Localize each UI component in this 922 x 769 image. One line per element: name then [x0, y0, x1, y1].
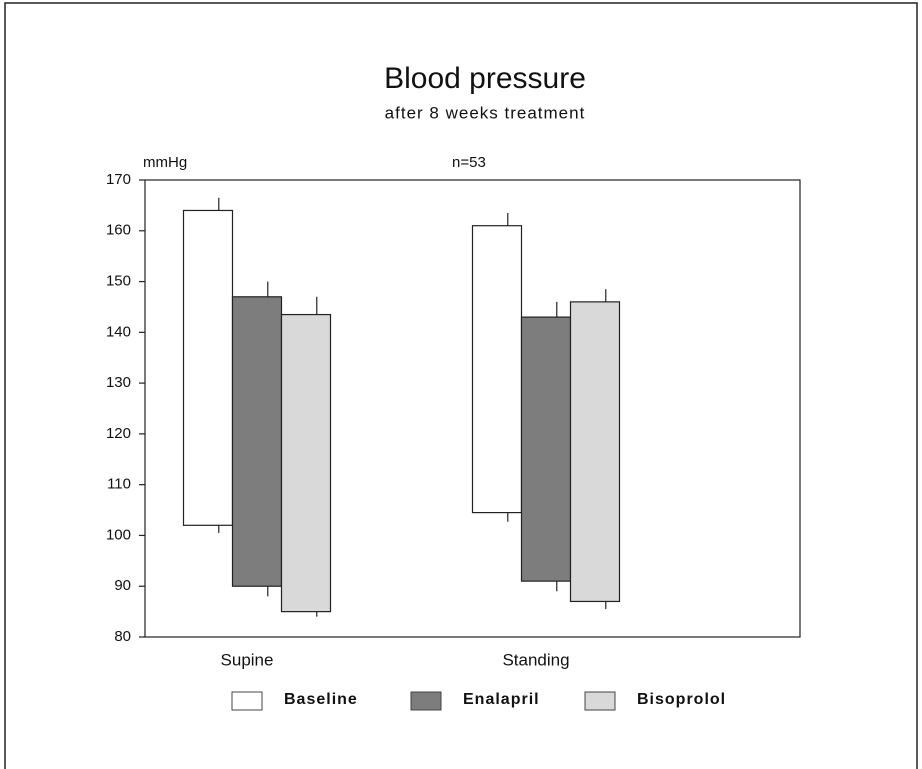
bar [520, 316, 572, 582]
plot-area [144, 179, 801, 638]
legend-label: Bisoprolol [637, 691, 726, 708]
bar [182, 209, 234, 526]
y-tick-label: 150 [106, 273, 131, 290]
x-tick-label: Standing [502, 650, 569, 669]
y-axis-label: mmHg [143, 154, 187, 171]
y-tick-label: 170 [106, 171, 131, 188]
y-tick-label: 120 [106, 425, 131, 442]
x-tick-label: Supine [221, 650, 274, 669]
legend-label: Enalapril [463, 691, 540, 708]
annotation: n=53 [452, 154, 486, 171]
legend-swatch [231, 691, 263, 711]
bar [569, 301, 621, 603]
chart-title: Blood pressure [384, 62, 586, 95]
bar [471, 225, 523, 514]
y-tick-label: 110 [107, 476, 131, 493]
y-tick-label: 140 [106, 323, 131, 340]
bar [231, 296, 283, 587]
y-tick-label: 80 [114, 628, 131, 645]
legend-label: Baseline [284, 691, 358, 708]
y-tick-label: 90 [114, 577, 131, 594]
legend-swatch [584, 691, 616, 711]
frame [4, 2, 918, 769]
legend-swatch [410, 691, 442, 711]
y-tick-label: 160 [106, 222, 131, 239]
y-tick-label: 100 [106, 526, 131, 543]
y-tick-label: 130 [106, 374, 131, 391]
chart-subtitle: after 8 weeks treatment [385, 103, 586, 122]
bar [280, 313, 332, 613]
